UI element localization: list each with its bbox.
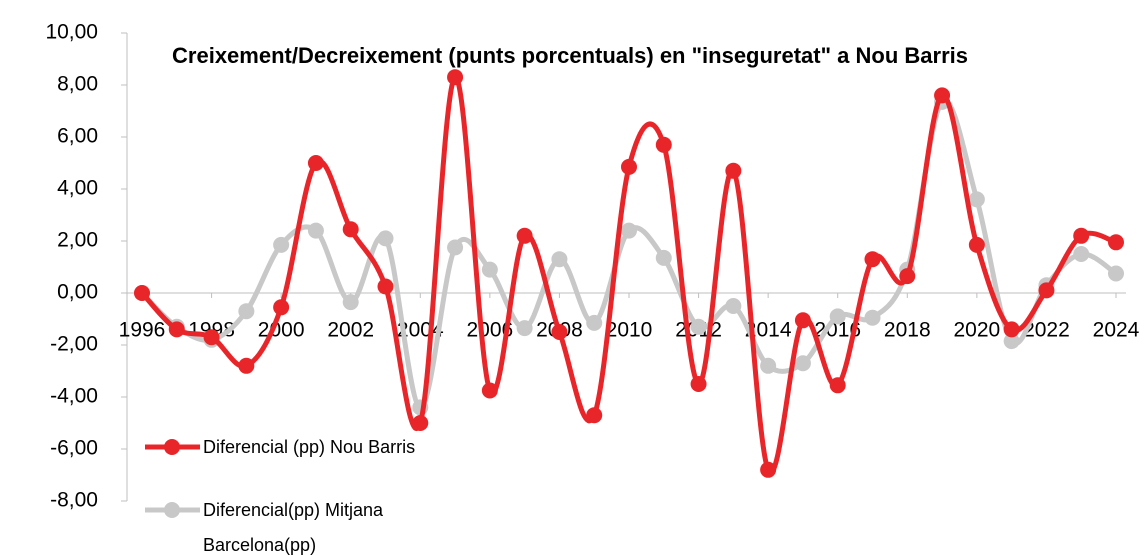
- data-point: [307, 222, 324, 239]
- data-point: [690, 376, 707, 392]
- x-tick-label: 1996: [119, 319, 166, 342]
- data-point: [412, 415, 429, 431]
- legend-label: Diferencial (pp) Nou Barris: [203, 437, 416, 457]
- data-point: [586, 314, 603, 331]
- x-tick-label: 2024: [1093, 319, 1140, 342]
- data-point: [1003, 333, 1020, 350]
- data-point: [238, 357, 255, 374]
- data-point: [377, 278, 394, 295]
- data-point: [725, 162, 742, 179]
- data-point: [760, 357, 777, 374]
- y-tick-label: 8,00: [57, 73, 98, 96]
- data-point: [794, 355, 811, 372]
- x-tick-label: 2020: [953, 319, 1000, 342]
- data-point: [273, 299, 290, 316]
- data-point: [794, 312, 811, 329]
- data-point: [934, 87, 951, 104]
- data-point: [690, 318, 707, 335]
- data-point: [203, 329, 220, 346]
- data-point: [1038, 282, 1055, 299]
- x-tick-label: 2014: [745, 319, 792, 342]
- data-point: [864, 309, 881, 326]
- data-point: [864, 251, 881, 268]
- data-point: [655, 136, 672, 153]
- data-point: [1003, 321, 1020, 338]
- y-tick-label: 4,00: [57, 177, 98, 200]
- series-line: [140, 98, 1118, 410]
- data-point: [621, 222, 637, 239]
- data-point: [134, 285, 150, 301]
- data-point: [551, 324, 568, 340]
- data-point: [899, 268, 916, 285]
- data-point: [447, 239, 464, 256]
- data-point: [238, 303, 255, 320]
- data-point: [621, 158, 637, 175]
- series-line: [140, 74, 1117, 475]
- data-point: [1073, 246, 1090, 262]
- data-point: [725, 298, 742, 314]
- y-tick-label: -8,00: [50, 489, 98, 512]
- data-point: [1073, 227, 1090, 244]
- legend-label: Diferencial(pp) Mitjana Barcelona(pp): [203, 500, 384, 555]
- data-point: [342, 221, 359, 238]
- x-tick-label: 2010: [606, 319, 653, 342]
- legend-swatch-marker: [164, 502, 180, 518]
- data-point: [829, 308, 846, 325]
- chart-title: Creixement/Decreixement (punts porcentua…: [172, 43, 968, 68]
- data-point: [516, 320, 533, 337]
- x-tick-label: 2000: [258, 319, 305, 342]
- data-point: [655, 249, 672, 266]
- x-tick-label: 2016: [814, 319, 861, 342]
- data-point: [760, 461, 777, 478]
- y-tick-label: -6,00: [50, 437, 98, 460]
- y-tick-label: 10,00: [45, 21, 98, 44]
- data-point: [551, 251, 568, 268]
- x-tick-label: 2018: [884, 319, 931, 342]
- data-point: [586, 407, 603, 424]
- data-point: [481, 261, 498, 278]
- data-point: [307, 155, 324, 171]
- data-point: [1108, 265, 1124, 282]
- y-tick-label: 6,00: [57, 125, 98, 148]
- data-point: [968, 191, 985, 208]
- y-tick-label: 0,00: [57, 281, 98, 304]
- data-point: [481, 382, 498, 399]
- data-point: [968, 236, 985, 253]
- data-point: [829, 377, 846, 394]
- x-tick-label: 2002: [327, 319, 374, 342]
- x-tick-label: 2022: [1023, 319, 1070, 342]
- y-tick-label: 2,00: [57, 229, 98, 252]
- data-point: [1108, 234, 1124, 251]
- data-point: [377, 230, 394, 247]
- data-point: [273, 236, 290, 253]
- data-point: [342, 294, 359, 311]
- data-point: [516, 227, 533, 244]
- data-point: [168, 321, 185, 338]
- y-tick-label: -4,00: [50, 385, 98, 408]
- y-tick-label: -2,00: [50, 333, 98, 356]
- legend-swatch-marker: [164, 439, 180, 455]
- data-point: [447, 69, 464, 86]
